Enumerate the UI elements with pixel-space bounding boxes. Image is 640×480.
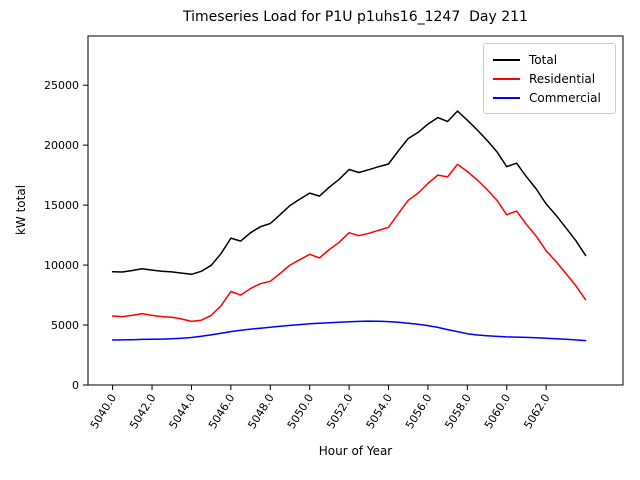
legend-label-total: Total (529, 52, 558, 67)
x-tick-label: 5042.0 (127, 392, 158, 432)
legend-line-sample-total (493, 58, 520, 61)
x-tick-label: 5060.0 (482, 392, 513, 432)
chart-title: Timeseries Load for P1U p1uhs16_1247 Day… (183, 9, 528, 25)
y-tick-label: 10000 (44, 259, 79, 272)
legend-label-commercial: Commercial (529, 90, 601, 105)
legend-entry-residential: Residential (493, 69, 607, 88)
legend-label-residential: Residential (529, 71, 596, 86)
x-tick-label: 5056.0 (403, 392, 434, 432)
x-tick-label: 5050.0 (285, 392, 316, 432)
x-tick-label: 5044.0 (167, 392, 198, 432)
y-tick-label: 5000 (51, 319, 79, 332)
legend: Total Residential Commercial (483, 43, 616, 114)
legend-line-sample-commercial (493, 96, 520, 99)
x-tick-label: 5058.0 (442, 392, 473, 432)
x-tick-label: 5048.0 (245, 392, 276, 432)
x-axis-label: Hour of Year (318, 444, 393, 458)
x-tick-label: 5054.0 (364, 392, 395, 432)
x-tick-label: 5046.0 (206, 392, 237, 432)
y-axis-label: kW total (14, 184, 28, 236)
line-total (111, 110, 587, 276)
line-commercial (111, 320, 587, 342)
legend-entry-total: Total (493, 50, 607, 69)
x-tick-label: 5040.0 (88, 392, 119, 432)
axes-frame (87, 35, 624, 386)
legend-entry-commercial: Commercial (493, 88, 607, 107)
y-tick-label: 15000 (44, 199, 79, 212)
y-tick-label: 20000 (44, 139, 79, 152)
x-tick-label: 5062.0 (521, 392, 552, 432)
y-tick-label: 0 (72, 379, 79, 392)
line-residential (111, 163, 587, 323)
x-tick-label: 5052.0 (324, 392, 355, 432)
legend-line-sample-residential (493, 77, 520, 80)
y-tick-label: 25000 (44, 79, 79, 92)
